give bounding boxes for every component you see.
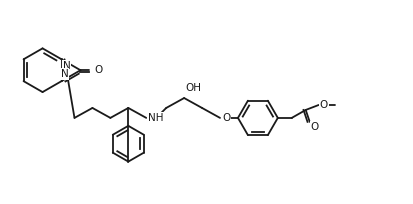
- Text: OH: OH: [185, 83, 201, 93]
- Text: NH: NH: [148, 113, 164, 123]
- Text: O: O: [221, 113, 230, 123]
- Text: O: O: [94, 65, 102, 75]
- Text: O: O: [310, 122, 318, 132]
- Text: N: N: [60, 69, 68, 79]
- Text: N: N: [62, 61, 70, 71]
- Text: O: O: [319, 100, 327, 110]
